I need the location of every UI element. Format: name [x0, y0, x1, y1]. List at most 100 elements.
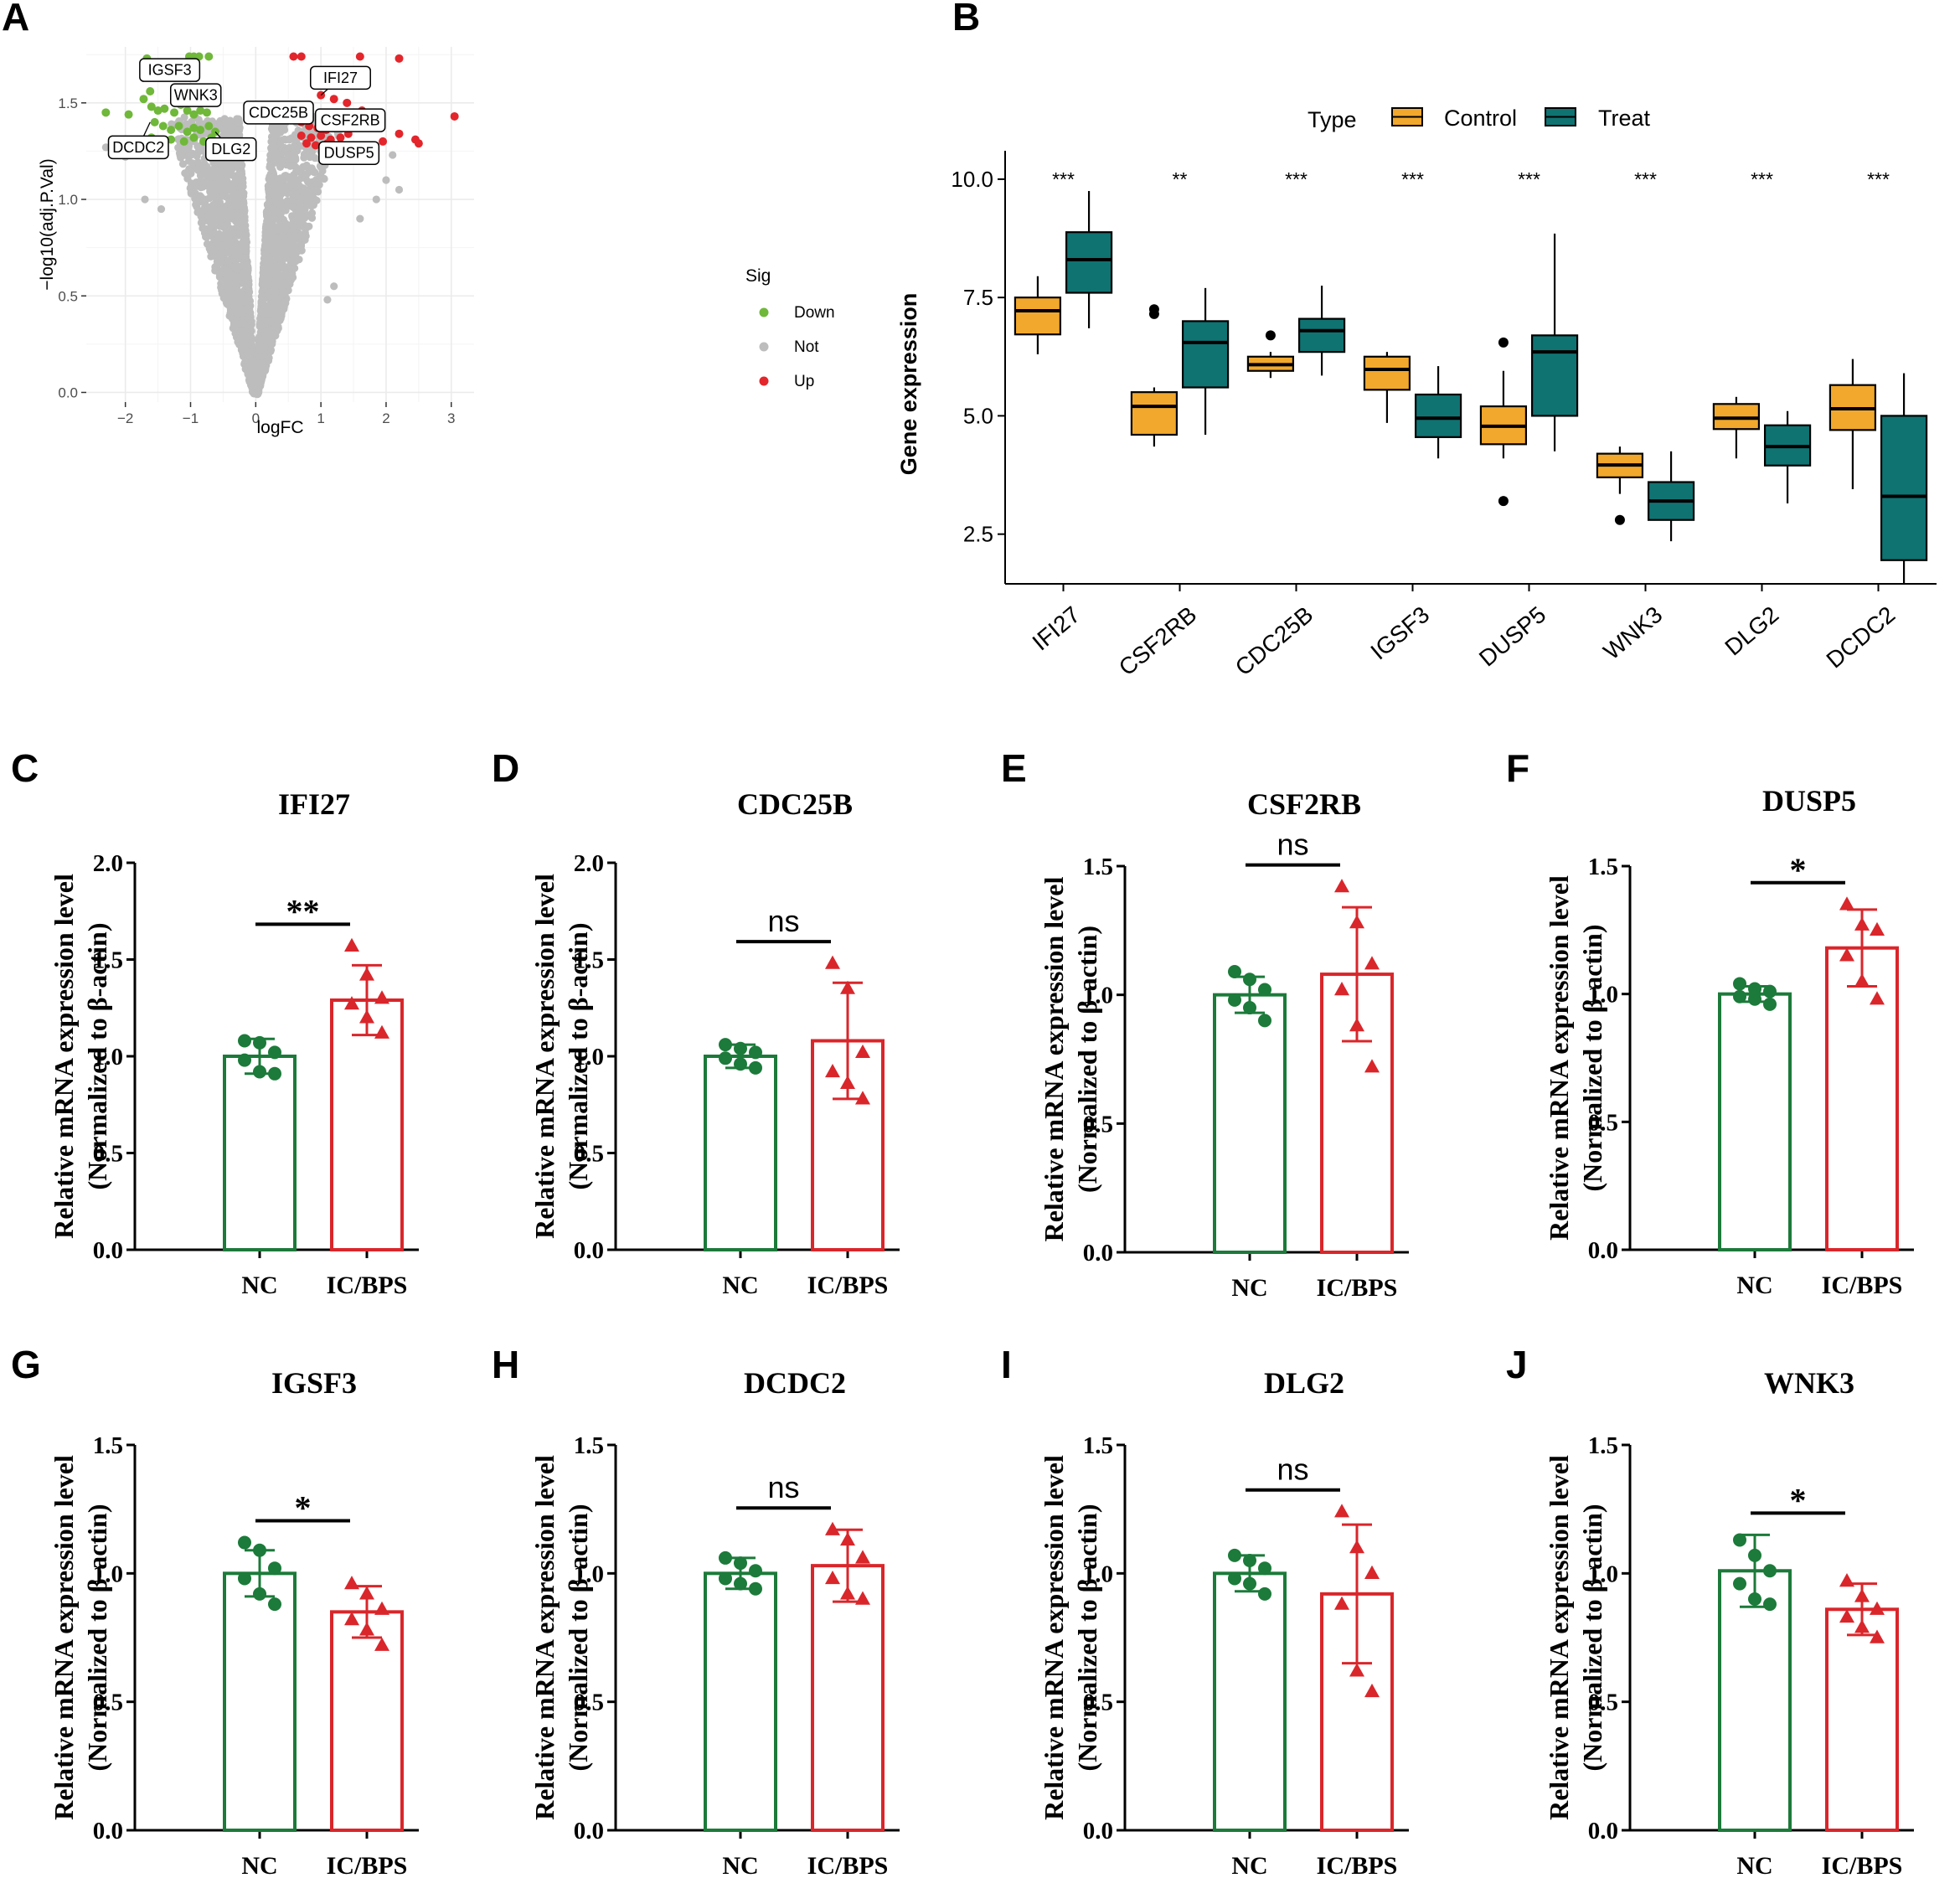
boxplot-chart: B Type Control Treat 2.5 5.0 7.5 10.0 Gene expre… [896, 0, 1937, 681]
significance-label: *** [1518, 168, 1540, 190]
panel-letter-e: E [1001, 746, 1027, 790]
data-point-nc [734, 1576, 747, 1591]
point-not [302, 232, 310, 240]
point-up [297, 52, 306, 61]
point-not [276, 210, 285, 219]
box-control [1014, 276, 1062, 354]
point-up [311, 141, 320, 150]
y-tick-label: 2.5 [963, 522, 993, 547]
point-not [281, 299, 290, 307]
data-point-nc [1748, 982, 1761, 996]
point-not [302, 163, 311, 171]
point-not [283, 197, 291, 205]
point-not [266, 198, 274, 206]
data-point-icbps [374, 1601, 389, 1615]
data-point-nc [1243, 1554, 1256, 1567]
point-not [260, 344, 269, 353]
box-body [1880, 415, 1928, 561]
x-tick-label: IGSF3 [1365, 601, 1434, 665]
point-not [276, 254, 284, 262]
point-not [240, 216, 249, 224]
point-not [268, 333, 277, 341]
significance-label: ns [767, 1470, 799, 1504]
point-not [225, 160, 235, 168]
point-up [450, 111, 459, 121]
y-tick-label: 1.5 [574, 947, 604, 974]
significance-label: ** [1173, 168, 1188, 190]
point-down [150, 117, 159, 126]
y-tick-label: 1.5 [1588, 854, 1618, 880]
bar-nc [223, 1571, 297, 1833]
point-up [302, 139, 312, 148]
point-not [259, 286, 267, 295]
point-down [160, 104, 169, 113]
gene-label: DUSP5 [324, 145, 374, 162]
box-body [1297, 317, 1346, 353]
point-down [183, 127, 192, 137]
data-point-nc [1258, 983, 1271, 997]
data-point-icbps [1870, 921, 1885, 936]
data-point-icbps [1854, 973, 1870, 988]
point-not [382, 176, 390, 184]
point-not [245, 315, 253, 323]
box-treat [1647, 451, 1695, 542]
x-tick-label: 0 [252, 410, 260, 426]
chart-title: DCDC2 [744, 1366, 846, 1400]
data-point-nc [253, 1035, 266, 1050]
point-not [226, 238, 235, 246]
point-not [219, 235, 227, 244]
point-not [395, 185, 404, 194]
point-up [289, 52, 298, 61]
point-down [158, 121, 168, 131]
point-not [296, 206, 304, 214]
y-tick-label: 1.0 [574, 1561, 604, 1587]
x-tick-label: NC [1231, 1852, 1267, 1878]
point-down [167, 126, 176, 135]
data-point-nc [719, 1038, 732, 1052]
box-control [1479, 337, 1528, 507]
point-not [272, 305, 281, 313]
outlier-point [1148, 304, 1159, 315]
point-down [204, 52, 214, 61]
data-point-icbps [855, 1591, 870, 1605]
point-not [271, 142, 280, 150]
y-tick-label: 0.0 [1083, 1240, 1113, 1267]
bar-chart-d: D CDC25B Relative mRNA expression level (No… [492, 746, 900, 1299]
point-not [188, 117, 196, 126]
point-not [238, 174, 246, 183]
point-not [286, 249, 295, 258]
legend-label: Control [1444, 106, 1517, 131]
gene-label-box [169, 83, 222, 107]
point-not [256, 338, 265, 346]
point-not [294, 183, 302, 191]
data-point-icbps [1334, 982, 1349, 996]
data-point-nc [719, 1571, 732, 1586]
point-not [283, 220, 291, 230]
point-not [141, 195, 149, 204]
bar-icbps [1825, 946, 1899, 1251]
point-not [224, 171, 232, 179]
point-not [242, 246, 250, 255]
point-not [306, 152, 314, 162]
data-point-nc [1258, 1014, 1271, 1028]
box-treat [1880, 373, 1928, 584]
point-not [229, 324, 237, 333]
data-point-nc [238, 1535, 251, 1550]
data-point-icbps [1854, 1588, 1870, 1602]
point-not [265, 293, 273, 302]
point-not [266, 317, 275, 326]
point-not [260, 264, 268, 272]
y-tick-label: 1.5 [93, 1432, 123, 1459]
point-not [232, 241, 240, 250]
bar-nc [1718, 1569, 1792, 1833]
point-not [319, 174, 328, 183]
chart-title: IFI27 [278, 787, 350, 821]
data-point-nc [1763, 1597, 1777, 1612]
data-point-icbps [855, 1091, 870, 1105]
point-not [229, 179, 237, 188]
y-axis-label: (Normalized to β-actin) [82, 923, 112, 1190]
point-not [184, 167, 193, 175]
y-axis-label: (Normalized to β-actin) [82, 1504, 112, 1772]
x-axis-label: logFC [256, 418, 303, 437]
significance-label: ** [286, 892, 320, 930]
